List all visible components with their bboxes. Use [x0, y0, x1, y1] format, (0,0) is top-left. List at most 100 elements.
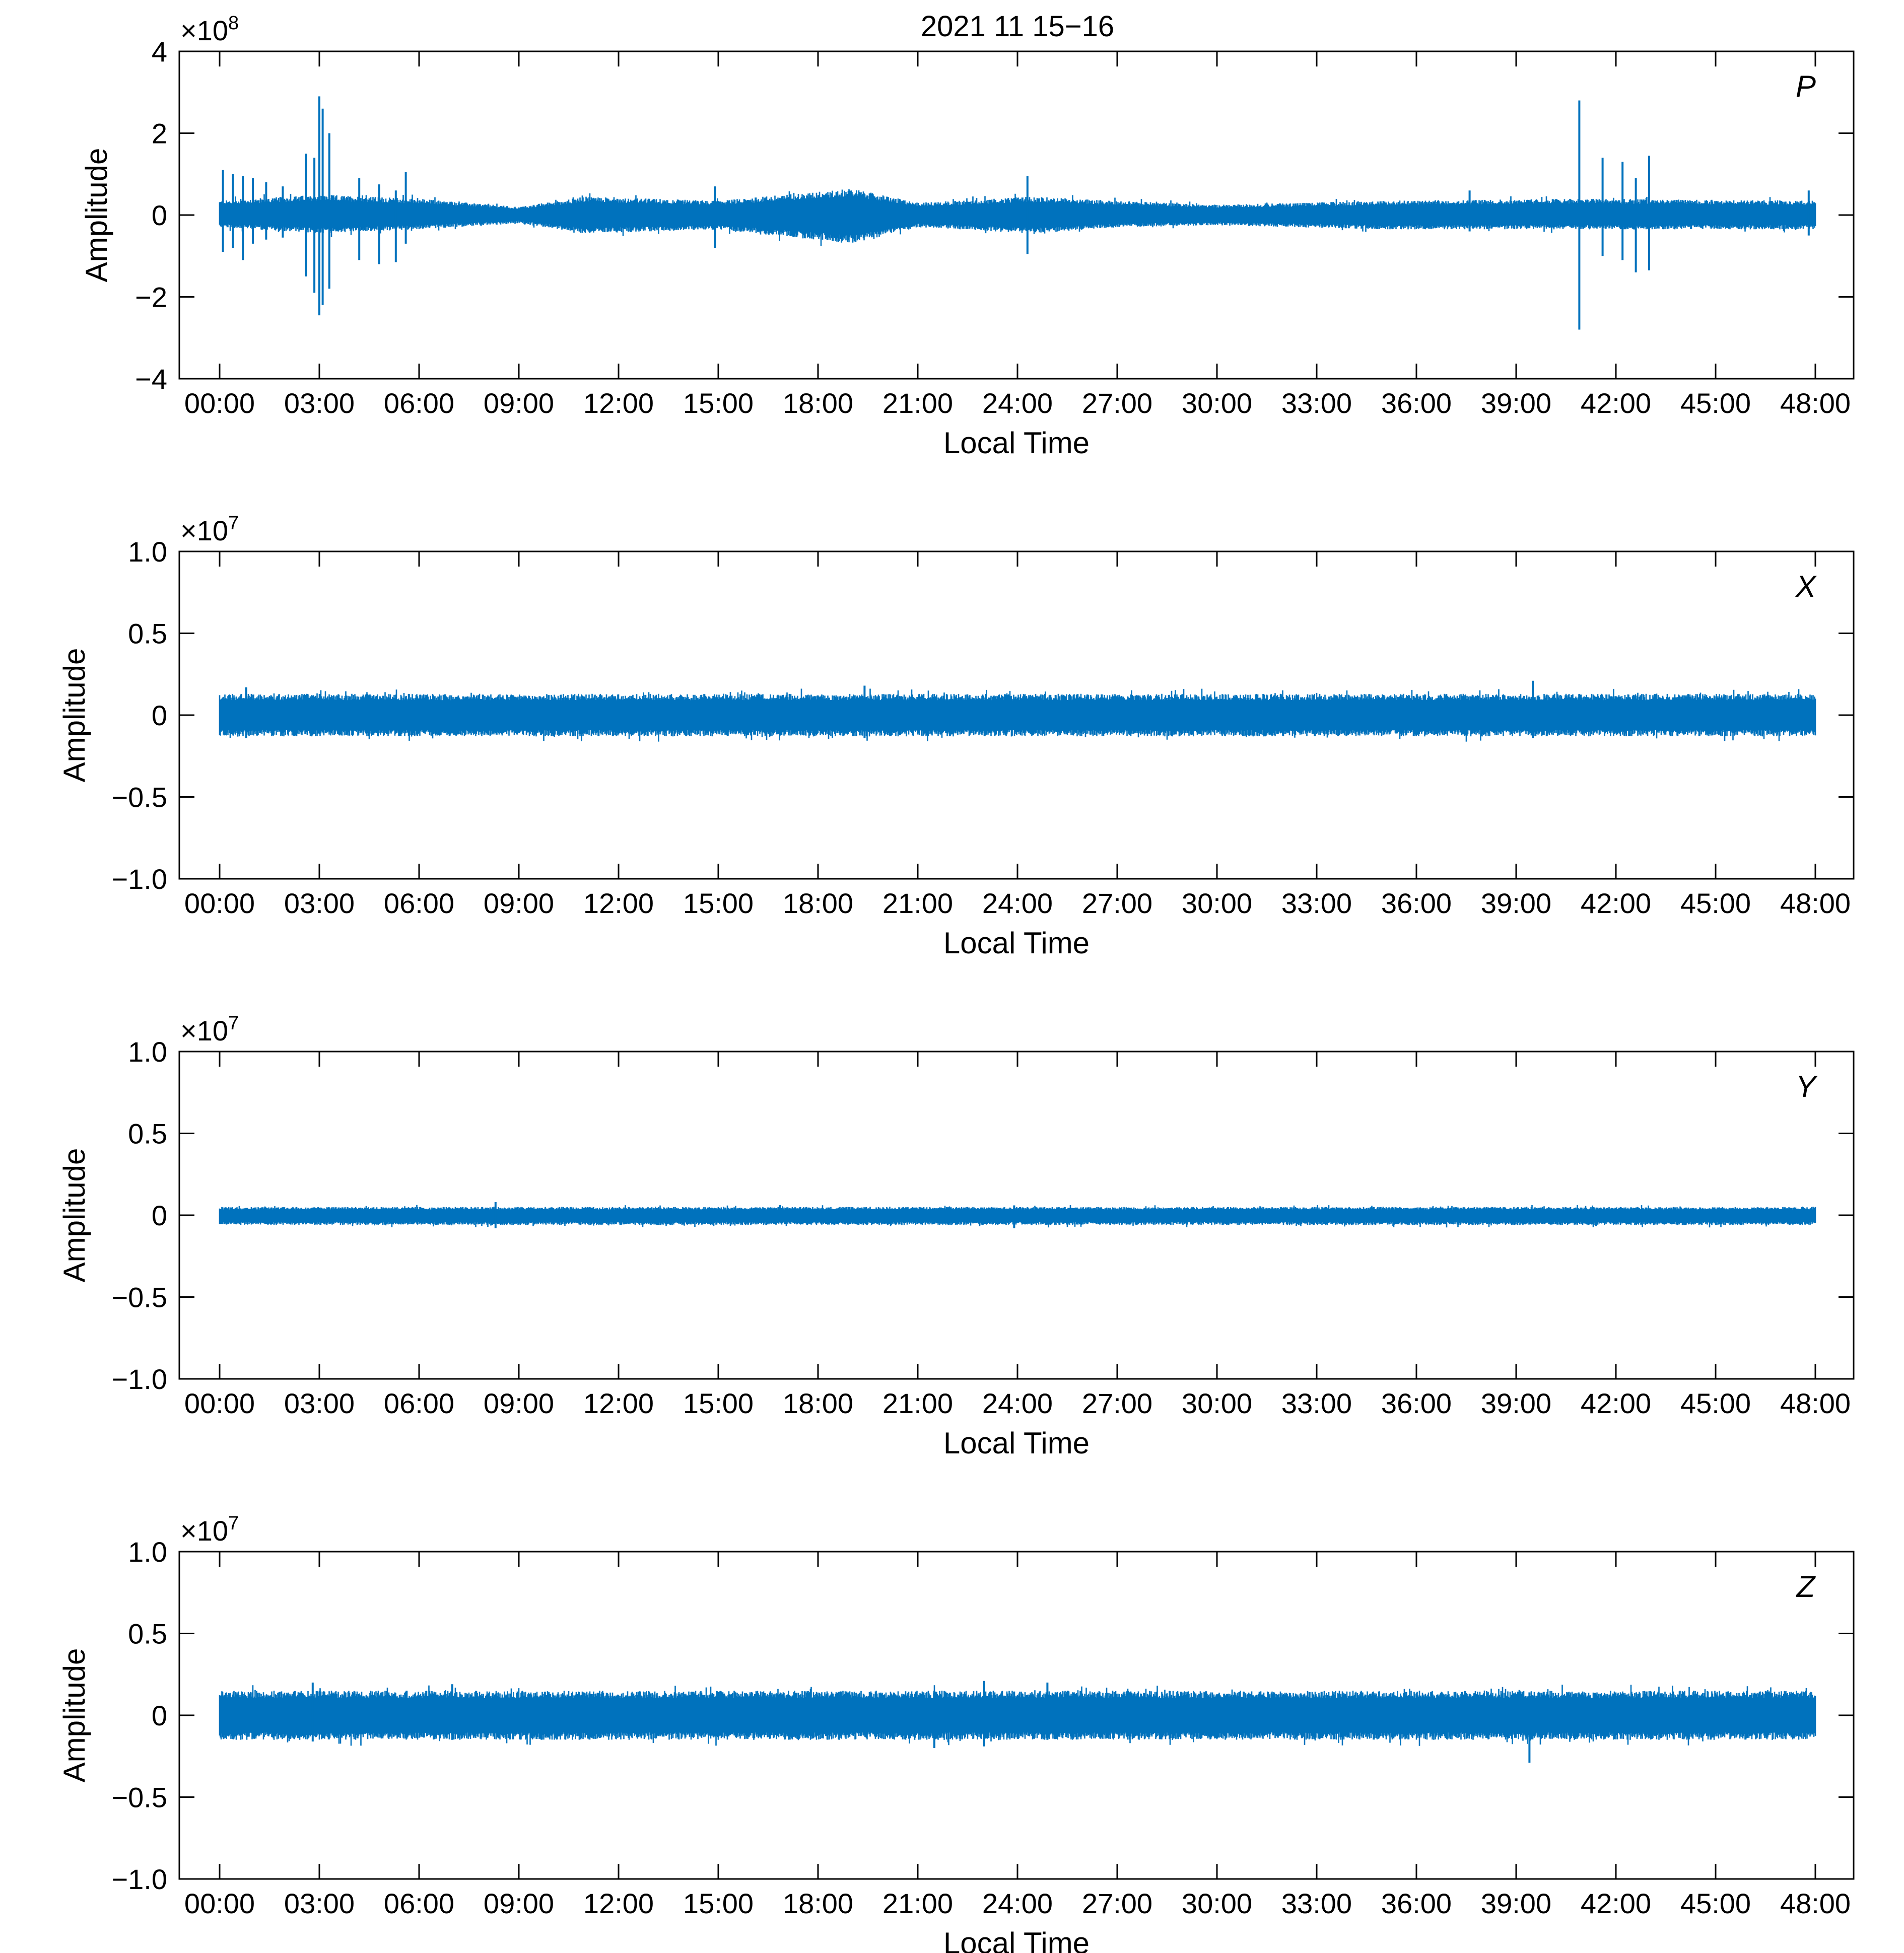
- panel-p: 00:00 03:00 06:00 09:00 12:00 15:00 18:00 21:00…: [80, 13, 1855, 460]
- panel-label: Y: [1796, 1070, 1818, 1103]
- x-tick-label: 18:00: [783, 387, 853, 419]
- panel-x: 00:00 03:00 06:00 09:00 12:00 15:00 18:00 21:00…: [57, 513, 1855, 960]
- x-tick-label: 30:00: [1182, 1888, 1252, 1919]
- y-exponent: ×107: [180, 513, 239, 546]
- x-tick-label: 03:00: [284, 387, 355, 419]
- x-tick-label: 21:00: [882, 1888, 953, 1919]
- x-tick-label: 00:00: [184, 387, 255, 419]
- x-tick-label: 09:00: [484, 887, 554, 919]
- y-tick-label: −0.5: [111, 1282, 167, 1313]
- y-exponent-base: ×10: [180, 15, 228, 46]
- y-tick-label: 1.0: [128, 1536, 167, 1568]
- trace-y: [219, 1202, 1816, 1228]
- y-exponent-base: ×10: [180, 1015, 228, 1047]
- y-exponent-power: 7: [228, 513, 239, 534]
- x-tick-label: 00:00: [184, 1387, 255, 1419]
- y-axis-title: Amplitude: [57, 648, 91, 783]
- x-tick-label: 39:00: [1481, 387, 1551, 419]
- x-tick-label: 06:00: [384, 387, 454, 419]
- x-tick-label: 24:00: [982, 1888, 1053, 1919]
- y-axis: −1.0 −0.5 0 0.5 1.0: [111, 1536, 1854, 1895]
- x-tick-label: 15:00: [683, 887, 754, 919]
- y-exponent-power: 7: [228, 1013, 239, 1034]
- x-tick-label: 36:00: [1381, 887, 1452, 919]
- figure-title: 2021 11 15−16: [921, 10, 1114, 43]
- panel-label: X: [1795, 570, 1817, 603]
- y-tick-label: −1.0: [111, 1363, 167, 1395]
- x-tick-label: 36:00: [1381, 387, 1452, 419]
- y-tick-label: 0: [152, 1700, 167, 1731]
- y-tick-label: −0.5: [111, 1782, 167, 1814]
- x-tick-label: 42:00: [1581, 387, 1651, 419]
- y-exponent: ×108: [180, 13, 239, 46]
- x-tick-label: 45:00: [1680, 887, 1751, 919]
- x-tick-label: 48:00: [1780, 1888, 1851, 1919]
- x-tick-label: 39:00: [1481, 887, 1551, 919]
- x-tick-label: 09:00: [484, 387, 554, 419]
- y-tick-label: 0.5: [128, 1118, 167, 1150]
- x-tick-label: 33:00: [1281, 1888, 1352, 1919]
- x-tick-label: 00:00: [184, 1888, 255, 1919]
- trace-p: [219, 96, 1816, 330]
- x-tick-label: 12:00: [583, 887, 654, 919]
- x-tick-label: 42:00: [1581, 1387, 1651, 1419]
- x-tick-label: 27:00: [1082, 387, 1152, 419]
- x-tick-label: 42:00: [1581, 1888, 1651, 1919]
- y-tick-label: 0.5: [128, 1618, 167, 1650]
- y-axis-title: Amplitude: [80, 148, 113, 283]
- noise-band: [219, 688, 1816, 742]
- trace-x: [219, 680, 1816, 742]
- panel-label: Z: [1796, 1570, 1816, 1603]
- panel-y: 00:00 03:00 06:00 09:00 12:00 15:00 18:00 21:00…: [57, 1013, 1855, 1460]
- x-tick-label: 36:00: [1381, 1888, 1452, 1919]
- x-axis: 00:00 03:00 06:00 09:00 12:00 15:00 18:00 21:00…: [184, 1052, 1851, 1419]
- noise-band: [219, 1205, 1816, 1228]
- x-axis-title: Local Time: [943, 926, 1090, 960]
- x-tick-label: 21:00: [882, 887, 953, 919]
- y-axis-title: Amplitude: [57, 1148, 91, 1283]
- y-exponent-power: 8: [228, 13, 239, 34]
- x-tick-label: 24:00: [982, 1387, 1053, 1419]
- y-tick-label: 0: [152, 700, 167, 731]
- x-tick-label: 21:00: [882, 1387, 953, 1419]
- x-tick-label: 30:00: [1182, 387, 1252, 419]
- x-tick-label: 30:00: [1182, 887, 1252, 919]
- x-tick-label: 09:00: [484, 1888, 554, 1919]
- x-tick-label: 21:00: [882, 387, 953, 419]
- x-tick-label: 15:00: [683, 387, 754, 419]
- y-axis: −1.0 −0.5 0 0.5 1.0: [111, 536, 1854, 895]
- y-tick-label: −4: [135, 363, 167, 395]
- x-tick-label: 36:00: [1381, 1387, 1452, 1419]
- x-axis-title: Local Time: [943, 426, 1090, 460]
- trace-z: [219, 1681, 1816, 1763]
- x-tick-label: 12:00: [583, 387, 654, 419]
- y-exponent-power: 7: [228, 1513, 239, 1534]
- x-tick-label: 12:00: [583, 1387, 654, 1419]
- y-tick-label: 0: [152, 199, 167, 231]
- x-tick-label: 33:00: [1281, 887, 1352, 919]
- x-tick-label: 06:00: [384, 1888, 454, 1919]
- x-tick-label: 30:00: [1182, 1387, 1252, 1419]
- x-tick-label: 27:00: [1082, 1387, 1152, 1419]
- y-tick-label: 2: [152, 118, 167, 150]
- x-axis-title: Local Time: [943, 1426, 1090, 1460]
- x-tick-label: 03:00: [284, 1888, 355, 1919]
- x-tick-label: 48:00: [1780, 387, 1851, 419]
- y-tick-label: 1.0: [128, 1036, 167, 1068]
- y-exponent: ×107: [180, 1013, 239, 1047]
- x-tick-label: 33:00: [1281, 1387, 1352, 1419]
- x-tick-label: 24:00: [982, 387, 1053, 419]
- y-tick-label: 0: [152, 1200, 167, 1231]
- x-tick-label: 03:00: [284, 1387, 355, 1419]
- y-exponent-base: ×10: [180, 515, 228, 546]
- y-tick-label: 0.5: [128, 618, 167, 650]
- noise-band: [219, 189, 1816, 246]
- x-axis: 00:00 03:00 06:00 09:00 12:00 15:00 18:00 21:00…: [184, 1552, 1851, 1919]
- x-tick-label: 00:00: [184, 887, 255, 919]
- x-tick-label: 06:00: [384, 887, 454, 919]
- y-exponent-base: ×10: [180, 1515, 228, 1547]
- x-tick-label: 18:00: [783, 1387, 853, 1419]
- y-axis: −4 −2 0 2 4: [135, 36, 1854, 395]
- x-tick-label: 27:00: [1082, 1888, 1152, 1919]
- y-tick-label: 4: [152, 36, 167, 67]
